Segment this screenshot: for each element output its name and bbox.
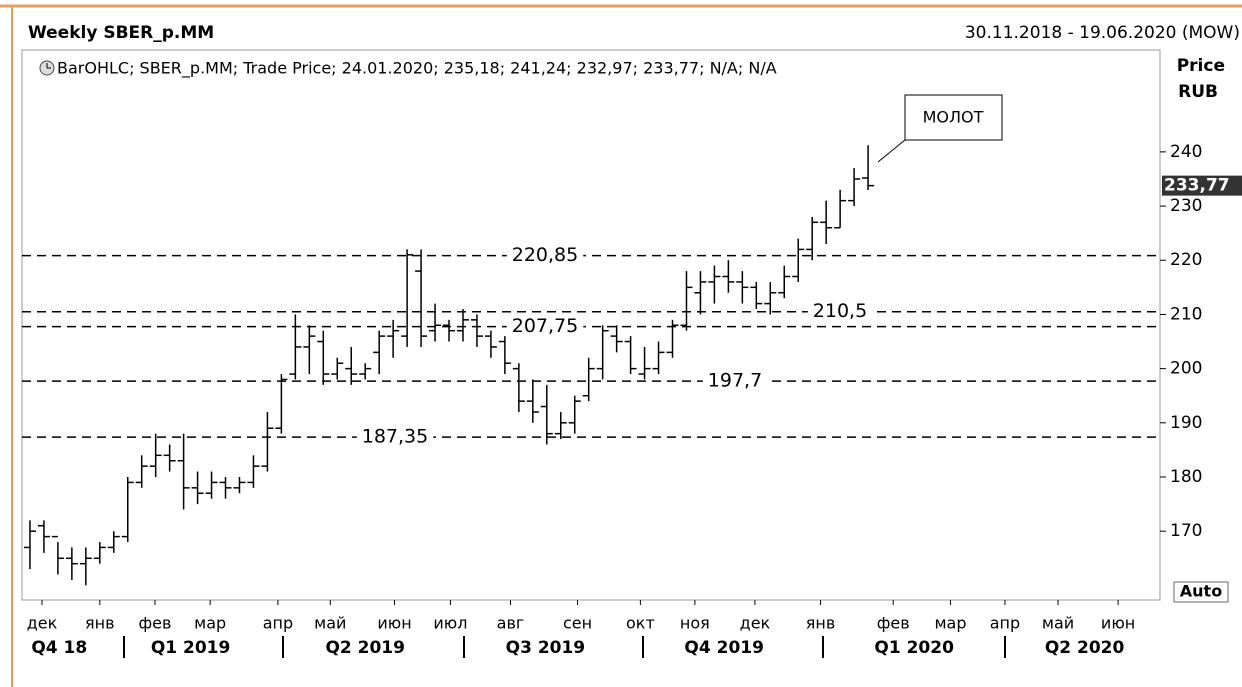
level-label-bg: [356, 425, 434, 448]
x-tick-label: апр: [990, 614, 1020, 633]
x-tick-label: мар: [934, 614, 966, 633]
y-tick-label: 180: [1170, 467, 1202, 487]
quarter-label: Q2 2019: [325, 638, 405, 658]
annotation-box: [904, 94, 1003, 141]
y-tick-label: 170: [1170, 521, 1202, 541]
x-tick-label: дек: [27, 614, 58, 633]
y-tick-label: 200: [1170, 359, 1202, 379]
y-tick-label: 190: [1170, 413, 1202, 433]
quarter-separators: [123, 636, 1006, 658]
scale-mode-box[interactable]: [1173, 581, 1229, 603]
x-tick-label: июн: [1101, 614, 1135, 633]
level-label: 207,75: [512, 315, 578, 337]
level-label-bg: [702, 369, 768, 392]
y-tick-label: 240: [1170, 142, 1202, 162]
annotation: МОЛОТ: [923, 108, 984, 127]
y-axis-label: Price: [1177, 56, 1225, 76]
x-tick-label: окт: [626, 614, 655, 633]
scale-mode[interactable]: Auto: [1180, 582, 1222, 601]
quarter-label: Q1 2019: [151, 638, 231, 658]
x-tick-label: дек: [740, 614, 771, 633]
level-label-bg: [506, 315, 584, 338]
x-tick-label: апр: [263, 614, 293, 633]
last-price-label: 233,77: [1164, 176, 1230, 196]
x-tick-label: май: [1042, 614, 1074, 633]
last-price-box: [1162, 175, 1242, 196]
y-tick-label: 220: [1170, 250, 1202, 270]
x-tick-label: авг: [497, 614, 525, 633]
quarter-label: Q4 2019: [684, 638, 764, 658]
level-label: 197,7: [708, 370, 762, 392]
legend-text: BarOHLC; SBER_p.MM; Trade Price; 24.01.2…: [57, 59, 777, 79]
quarter-label: Q3 2019: [506, 638, 586, 658]
x-tick-label: янв: [85, 614, 115, 633]
y-axis-label: RUB: [1178, 82, 1218, 102]
x-tick-label: ноя: [680, 614, 710, 633]
x-tick-label: сен: [563, 614, 592, 633]
level-label-bg: [506, 244, 584, 267]
x-tick-label: фев: [139, 614, 172, 633]
x-tick-label: июн: [377, 614, 411, 633]
x-tick-label: июл: [433, 614, 467, 633]
x-tick-label: фев: [877, 614, 910, 633]
level-label: 187,35: [362, 426, 428, 448]
level-label-bg: [807, 300, 873, 323]
quarter-label: Q4 18: [31, 638, 87, 658]
chart-subtitle: 30.11.2018 - 19.06.2020 (MOW): [965, 23, 1240, 43]
x-tick-label: мар: [194, 614, 226, 633]
chart-title: Weekly SBER_p.MM: [28, 23, 214, 43]
y-tick-label: 210: [1170, 304, 1202, 324]
plot-area: [21, 49, 1161, 601]
x-tick-label: янв: [806, 614, 836, 633]
level-label: 220,85: [512, 244, 578, 266]
y-tick-label: 230: [1170, 196, 1202, 216]
annotation-pointer: [877, 139, 906, 163]
level-label: 210,5: [813, 300, 867, 322]
quarter-label: Q2 2020: [1045, 638, 1125, 658]
quarter-label: Q1 2020: [874, 638, 954, 658]
x-tick-label: май: [314, 614, 346, 633]
